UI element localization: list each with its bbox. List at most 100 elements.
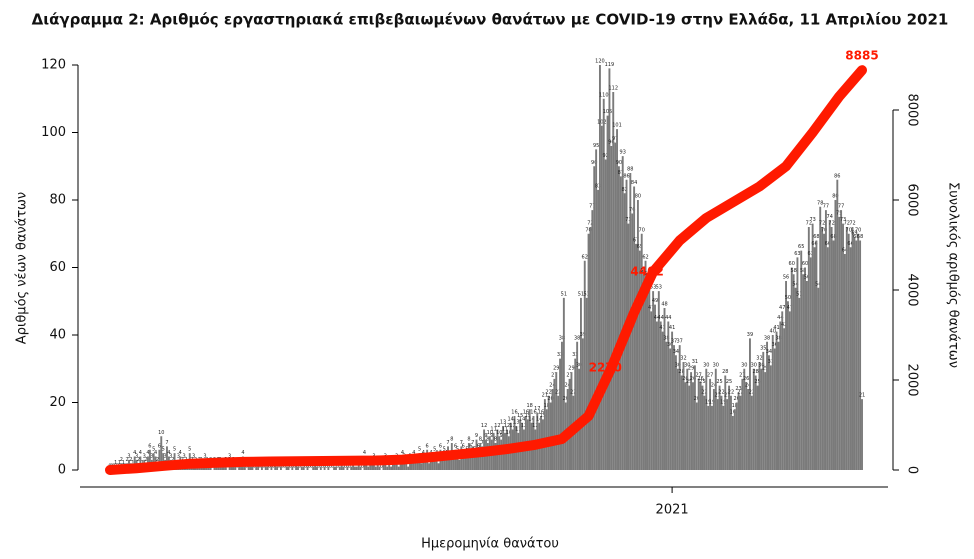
bar-label: 27 bbox=[551, 372, 557, 378]
bar-label: 1 bbox=[122, 460, 125, 466]
bar-label: 15 bbox=[525, 413, 531, 419]
bar-label: 22 bbox=[701, 389, 707, 395]
bar bbox=[270, 466, 273, 470]
bar bbox=[642, 274, 645, 470]
bar bbox=[354, 466, 356, 470]
bar bbox=[811, 223, 814, 470]
bar-label: 5 bbox=[188, 447, 191, 453]
bar bbox=[581, 338, 584, 470]
y-tick-label: 60 bbox=[49, 260, 66, 275]
bar-label: 18 bbox=[732, 403, 738, 409]
bar-label: 58 bbox=[800, 268, 806, 274]
bar-label: 18 bbox=[526, 403, 532, 409]
bar bbox=[306, 466, 309, 470]
bar-label: 30 bbox=[741, 362, 747, 368]
bar bbox=[279, 466, 282, 470]
y-axis-label: Αριθμός νέων θανάτων bbox=[15, 192, 30, 344]
bar bbox=[314, 463, 317, 470]
bar-label: 65 bbox=[798, 244, 804, 250]
bar bbox=[648, 284, 651, 470]
bar-label: 66 bbox=[825, 241, 831, 247]
bar-label: 2 bbox=[137, 457, 140, 463]
bar-label: 20 bbox=[547, 396, 553, 402]
bar bbox=[703, 395, 706, 470]
y2-tick-label: 2000 bbox=[905, 363, 920, 396]
bar bbox=[800, 250, 803, 470]
bar-label: 44 bbox=[658, 315, 664, 321]
bar-label: 2 bbox=[171, 457, 174, 463]
bar bbox=[355, 466, 358, 470]
bar-label: 51 bbox=[583, 291, 589, 297]
bar bbox=[665, 341, 668, 470]
bar bbox=[543, 399, 546, 470]
bar bbox=[838, 216, 841, 470]
bar bbox=[350, 466, 353, 470]
bar bbox=[407, 466, 410, 470]
bar-label: 24 bbox=[745, 383, 751, 389]
bar-label: 0 bbox=[289, 464, 292, 470]
bar-label: 68 bbox=[853, 234, 859, 240]
bar bbox=[682, 362, 685, 470]
bar bbox=[443, 453, 446, 470]
bar bbox=[695, 402, 698, 470]
bar bbox=[464, 456, 467, 470]
bar bbox=[249, 466, 252, 470]
bar-label: 0 bbox=[310, 464, 313, 470]
bar-label: 12 bbox=[509, 423, 515, 429]
bar-label: 19 bbox=[705, 399, 711, 405]
bar bbox=[602, 98, 605, 470]
bar-label: 4 bbox=[167, 450, 170, 456]
bar bbox=[215, 466, 218, 470]
bar bbox=[842, 223, 844, 470]
bar bbox=[638, 250, 641, 470]
bar bbox=[692, 382, 694, 470]
bar bbox=[781, 311, 784, 470]
bar bbox=[735, 402, 738, 470]
bar bbox=[528, 409, 531, 470]
bar bbox=[386, 466, 389, 470]
bar bbox=[285, 466, 288, 470]
bar-label: 5 bbox=[162, 447, 165, 453]
bar bbox=[319, 466, 322, 470]
bar bbox=[722, 405, 725, 470]
bar bbox=[747, 389, 750, 470]
bar bbox=[494, 443, 497, 470]
bar bbox=[705, 368, 708, 470]
bar-label: 3 bbox=[143, 453, 146, 459]
bar bbox=[221, 466, 223, 470]
bar-label: 26 bbox=[743, 376, 749, 382]
bar bbox=[758, 362, 761, 470]
bar bbox=[295, 463, 298, 470]
bar-label: 29 bbox=[688, 366, 694, 372]
bar-label: 5 bbox=[152, 447, 155, 453]
bar-label: 16 bbox=[538, 410, 544, 416]
bar bbox=[562, 297, 565, 470]
bar-label: 20 bbox=[563, 396, 569, 402]
bar-label: 14 bbox=[507, 416, 513, 422]
bar-label: 21 bbox=[724, 393, 730, 399]
bar bbox=[287, 466, 290, 470]
bar bbox=[619, 176, 622, 470]
bar-label: 30 bbox=[576, 362, 582, 368]
bar-label: 72 bbox=[819, 221, 825, 227]
bar bbox=[802, 274, 805, 470]
bar-label: 30 bbox=[758, 362, 764, 368]
bar bbox=[409, 459, 411, 470]
bar-label: 60 bbox=[789, 261, 795, 267]
bar bbox=[481, 446, 484, 470]
bar-label: 16 bbox=[511, 410, 517, 416]
bar bbox=[652, 291, 655, 470]
bar bbox=[741, 378, 744, 470]
bar bbox=[576, 341, 579, 470]
bar-label: 102 bbox=[597, 119, 607, 125]
bar bbox=[830, 227, 833, 470]
bar bbox=[202, 466, 204, 470]
bar-label: 23 bbox=[735, 386, 741, 392]
bar-label: 53 bbox=[650, 285, 656, 291]
bar-label: 26 bbox=[697, 376, 703, 382]
bar-label: 44 bbox=[777, 315, 783, 321]
bar-label: 50 bbox=[785, 295, 791, 301]
bar-label: 7 bbox=[481, 440, 484, 446]
bar bbox=[435, 456, 438, 470]
y2-tick-label: 0 bbox=[905, 466, 920, 474]
